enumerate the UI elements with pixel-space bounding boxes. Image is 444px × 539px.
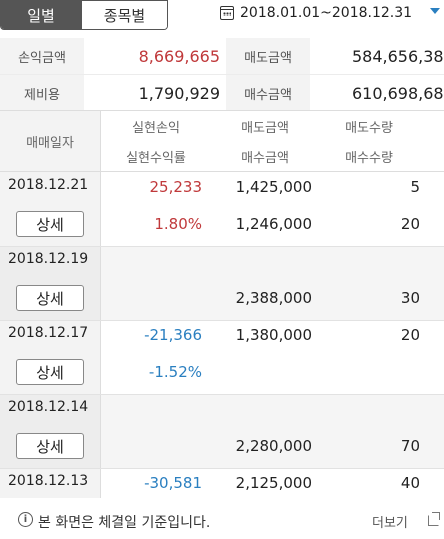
sell-amount-value: 584,656,380: [352, 46, 444, 66]
realized-rate: [101, 431, 202, 461]
trade-date: 2018.12.14: [8, 399, 89, 415]
info-icon: i: [18, 512, 33, 527]
sell-amount: [202, 394, 312, 424]
buy-amount: 2,280,000: [235, 437, 312, 455]
buy-amount: 2,388,000: [235, 289, 312, 307]
external-link-icon[interactable]: [428, 512, 440, 526]
basis-note: 본 화면은 체결일 기준입니다.: [38, 515, 211, 531]
trade-table: 2018.12.21 상세 25,233 1.80% 1,425,000 1,2…: [0, 172, 444, 498]
realized-profit: [101, 394, 202, 424]
detail-button[interactable]: 상세: [16, 211, 84, 237]
header-realized-profit: 실현손익: [132, 120, 180, 136]
date-cell: 2018.12.13: [0, 468, 101, 498]
detail-button[interactable]: 상세: [16, 285, 84, 311]
view-toggle: 일별 종목별: [0, 0, 168, 30]
sell-amount: 1,380,000: [235, 326, 312, 344]
trade-date: 2018.12.17: [8, 325, 89, 341]
header-sell-amount: 매도금액: [241, 120, 289, 136]
sell-amount-label: 매도금액: [226, 38, 310, 74]
header-buy-amount: 매수금액: [241, 150, 289, 166]
sell-qty: 20: [400, 326, 420, 344]
tab-by-stock[interactable]: 종목별: [81, 1, 167, 29]
sell-qty: [312, 246, 420, 276]
table-row: 2018.12.21 상세 25,233 1.80% 1,425,000 1,2…: [0, 172, 444, 246]
date-range-picker[interactable]: 2018.01.01~2018.12.31: [220, 0, 412, 26]
realized-profit: -30,581: [144, 474, 202, 492]
table-header: 매매일자 실현손익 실현수익률 매도금액 매수금액 매도수량 매수수량: [0, 110, 444, 172]
table-row: 2018.12.13 -30,581 2,125,000 40: [0, 468, 444, 498]
buy-amount-label: 매수금액: [226, 75, 310, 111]
more-link[interactable]: 더보기: [372, 516, 408, 531]
realized-rate: -1.52%: [148, 363, 202, 381]
sell-qty: 40: [400, 474, 420, 492]
realized-rate: 1.80%: [154, 215, 202, 233]
buy-qty: [312, 357, 420, 387]
fee-label: 제비용: [0, 75, 84, 111]
realized-profit: [101, 246, 202, 276]
realized-profit: -21,366: [144, 326, 202, 344]
header-realized-rate: 실현수익률: [126, 150, 186, 166]
header-date: 매매일자: [0, 111, 101, 171]
sell-amount: [202, 246, 312, 276]
trade-date: 2018.12.13: [8, 473, 89, 489]
detail-button[interactable]: 상세: [16, 433, 84, 459]
sell-qty: 5: [410, 178, 420, 196]
buy-qty: 30: [400, 289, 420, 307]
buy-amount: [202, 357, 312, 387]
date-cell: 2018.12.19 상세: [0, 246, 101, 320]
profit-value: 8,669,665: [138, 46, 220, 66]
tab-daily[interactable]: 일별: [1, 1, 81, 29]
sell-amount: 1,425,000: [235, 178, 312, 196]
buy-amount: 1,246,000: [235, 215, 312, 233]
date-cell: 2018.12.17 상세: [0, 320, 101, 394]
footer: i 본 화면은 체결일 기준입니다. 더보기: [0, 502, 444, 539]
dropdown-caret-icon[interactable]: [430, 8, 440, 14]
calendar-icon: [220, 6, 234, 20]
date-range-text: 2018.01.01~2018.12.31: [240, 5, 413, 21]
buy-amount-value: 610,698,685: [352, 83, 444, 103]
sell-qty: [312, 394, 420, 424]
summary-panel: 손익금액 8,669,665 매도금액 584,656,380 제비용 1,79…: [0, 38, 444, 111]
buy-qty: 20: [400, 215, 420, 233]
detail-button[interactable]: 상세: [16, 359, 84, 385]
profit-label: 손익금액: [0, 38, 84, 74]
date-cell: 2018.12.14 상세: [0, 394, 101, 468]
realized-rate: [101, 283, 202, 313]
table-row: 2018.12.14 상세 2,280,000 70: [0, 394, 444, 468]
header-buy-qty: 매수수량: [345, 150, 393, 166]
header-sell-qty: 매도수량: [345, 120, 393, 136]
table-row: 2018.12.17 상세 -21,366 -1.52% 1,380,000 2…: [0, 320, 444, 394]
fee-value: 1,790,929: [138, 83, 220, 103]
date-cell: 2018.12.21 상세: [0, 172, 101, 246]
top-bar: 일별 종목별 2018.01.01~2018.12.31: [0, 0, 444, 40]
realized-profit: 25,233: [149, 178, 203, 196]
sell-amount: 2,125,000: [235, 474, 312, 492]
trade-date: 2018.12.21: [8, 177, 89, 193]
table-row: 2018.12.19 상세 2,388,000 30: [0, 246, 444, 320]
trade-date: 2018.12.19: [8, 251, 89, 267]
buy-qty: 70: [400, 437, 420, 455]
